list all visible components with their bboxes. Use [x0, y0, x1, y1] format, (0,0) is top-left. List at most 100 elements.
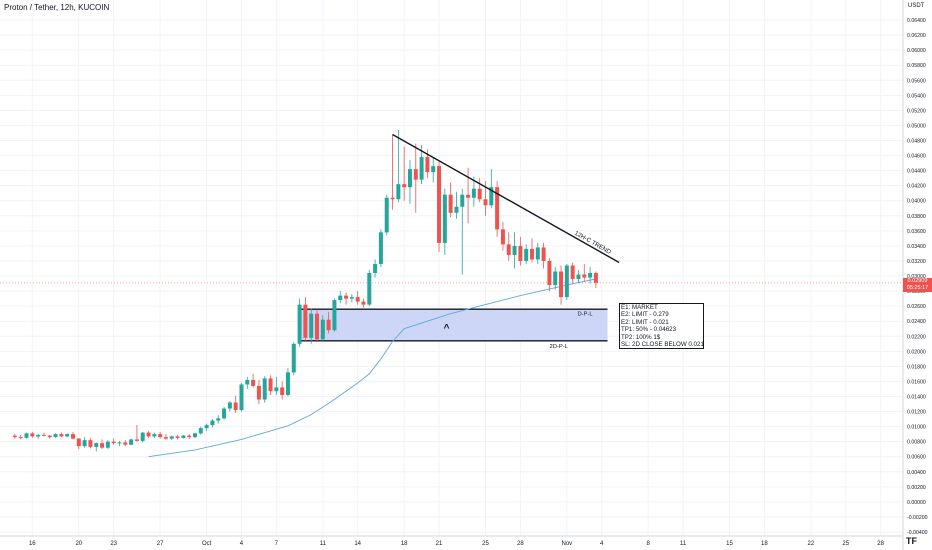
candle-body: [210, 420, 215, 426]
candle-body: [361, 301, 366, 305]
candle: [338, 291, 343, 304]
candle: [30, 431, 35, 438]
candle-body: [576, 274, 581, 280]
candle: [361, 298, 366, 308]
candle: [65, 433, 70, 438]
candle: [280, 381, 285, 400]
x-tick-label: 28: [877, 541, 884, 547]
candle-body: [245, 379, 250, 385]
candle: [524, 244, 529, 264]
candle: [129, 438, 134, 446]
candle: [285, 367, 290, 397]
candle: [76, 437, 81, 450]
candle-body: [251, 379, 256, 386]
y-tick-label: 0.01200: [907, 410, 926, 416]
y-tick-label: 0.03800: [907, 214, 926, 220]
x-tick-label: Nov: [562, 541, 573, 547]
candle: [227, 401, 232, 412]
trade-plan-line: SL: 2D CLOSE BELOW 0.021: [621, 341, 704, 349]
candle-body: [588, 273, 593, 278]
candle: [210, 419, 215, 428]
candle-body: [227, 402, 232, 409]
candle: [588, 266, 593, 284]
candle: [500, 221, 505, 251]
candle: [268, 375, 273, 395]
candle: [512, 232, 517, 269]
grid: [0, 0, 903, 536]
x-tick-label: 28: [517, 541, 524, 547]
candle: [204, 423, 209, 432]
y-tick-label: 0.06400: [907, 18, 926, 24]
candle: [547, 257, 552, 292]
candle-body: [471, 188, 476, 198]
candle: [535, 242, 540, 264]
candle-body: [233, 402, 238, 411]
candle-body: [134, 439, 139, 441]
candle: [169, 435, 174, 441]
y-tick-label: 0.05200: [907, 108, 926, 114]
candle-body: [425, 157, 430, 173]
x-tick-label: 23: [110, 541, 117, 547]
y-tick-label: 0.06000: [907, 48, 926, 54]
price-axis: 0.06400 0.06200 0.06000 0.05800 0.05600 0.054…: [902, 0, 928, 550]
candle: [24, 432, 29, 439]
candle: [117, 440, 122, 447]
candle-body: [256, 385, 261, 400]
candle-body: [30, 433, 35, 437]
candles: [12, 129, 598, 452]
x-tick-label: 16: [29, 541, 36, 547]
candle: [181, 434, 186, 439]
candle-body: [442, 194, 447, 243]
candle-body: [175, 436, 180, 438]
candle-body: [500, 229, 505, 245]
candle: [88, 437, 93, 449]
candle-body: [593, 273, 598, 283]
x-tick-label: 25: [842, 541, 849, 547]
candle-body: [18, 437, 23, 439]
candle-body: [76, 438, 81, 447]
candle-body: [518, 245, 523, 261]
y-tick-label: 0.06200: [907, 33, 926, 39]
last-price-countdown: 05:25:17: [906, 284, 929, 291]
y-tick-label: -0.00200: [907, 515, 928, 521]
candle: [163, 434, 168, 441]
candle: [489, 169, 494, 209]
candle: [559, 265, 564, 305]
trade-plan-line: TP2: 100% 1$: [621, 333, 661, 341]
y-tick-label: 0.01000: [907, 425, 926, 431]
candle-body: [448, 194, 453, 213]
candle: [146, 431, 151, 438]
candle-body: [280, 387, 285, 395]
candle: [471, 176, 476, 207]
candle-body: [36, 434, 41, 437]
candle-body: [524, 248, 529, 261]
zone-top-label: D-P-L: [578, 312, 594, 318]
candle-body: [541, 247, 546, 261]
candle: [256, 379, 261, 405]
candle-body: [373, 263, 378, 274]
x-tick-label: 21: [436, 541, 443, 547]
candle: [570, 262, 575, 284]
candle-body: [222, 408, 227, 419]
y-tick-label: 0.04600: [907, 154, 926, 160]
trade-plan-box[interactable]: E1: MARKET E2: LIMIT - 0.279 E2: LIMIT -…: [619, 303, 704, 349]
candle-body: [285, 372, 290, 395]
y-tick-label: 0.03200: [907, 259, 926, 265]
x-tick-label: 8: [647, 541, 651, 547]
moving-average-line: [148, 278, 596, 458]
candle-body: [535, 247, 540, 260]
support-zone-rect: [299, 309, 608, 341]
candle-body: [477, 188, 482, 200]
tradingview-logo[interactable]: TF: [906, 536, 917, 546]
candle-body: [344, 295, 349, 299]
y-tick-label: 0.04800: [907, 139, 926, 145]
candle: [437, 161, 442, 252]
candle-body: [582, 274, 587, 278]
candle: [355, 291, 360, 305]
y-tick-label: 0.01800: [907, 364, 926, 370]
candle-body: [181, 435, 186, 438]
candle: [541, 242, 546, 269]
moving-average: [148, 278, 596, 458]
candle-body: [547, 260, 552, 286]
